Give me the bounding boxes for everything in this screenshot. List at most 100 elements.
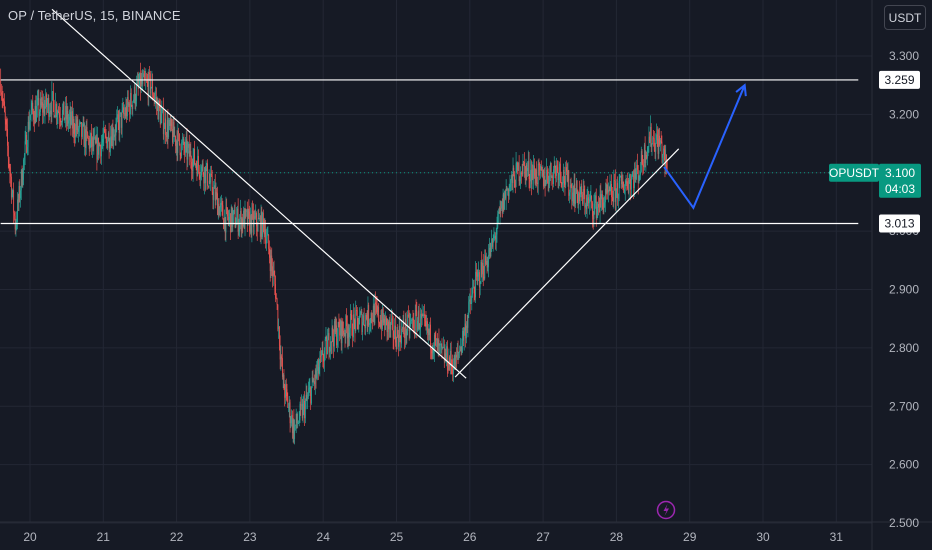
candle-body xyxy=(474,293,476,298)
candle-body xyxy=(633,175,635,189)
candle-body xyxy=(180,155,182,156)
candle-body xyxy=(555,167,557,176)
candle-body xyxy=(552,176,554,184)
candle-body xyxy=(211,173,212,176)
candle-body xyxy=(479,272,480,288)
candle-body xyxy=(269,248,270,258)
candle-body xyxy=(212,191,214,200)
candle-body xyxy=(66,110,68,120)
candle-body xyxy=(590,195,592,200)
candle-body xyxy=(637,164,638,170)
candle-body xyxy=(324,350,325,362)
price-axis[interactable]: 2.5002.6002.7002.8002.9003.0003.1003.200… xyxy=(889,49,919,530)
candle-body xyxy=(231,206,233,227)
candle-body xyxy=(19,186,21,199)
candle-body xyxy=(581,186,583,195)
candle-body xyxy=(599,194,601,213)
candle-body xyxy=(217,203,219,216)
candle-body xyxy=(365,315,367,329)
candle-body xyxy=(503,194,505,210)
y-tick-label: 2.900 xyxy=(889,283,919,297)
candle-body xyxy=(420,313,422,329)
candle-body xyxy=(344,332,346,337)
candle-body xyxy=(517,163,519,171)
candle-body xyxy=(20,170,22,191)
candle-body xyxy=(549,172,551,184)
trendline-up-line[interactable] xyxy=(454,148,680,378)
candle-body xyxy=(214,185,216,201)
candle-body xyxy=(394,325,396,339)
candle-body xyxy=(356,310,357,311)
candle-body xyxy=(39,98,41,112)
candle-body xyxy=(52,91,54,102)
candle-body xyxy=(337,322,339,339)
candle-body xyxy=(169,119,170,127)
candle-body xyxy=(639,174,641,176)
candle-body xyxy=(390,322,392,330)
candle-body xyxy=(563,169,565,182)
candle-body xyxy=(481,261,483,275)
candle-body xyxy=(380,320,382,328)
candle-body xyxy=(131,105,133,110)
y-tick-label: 2.700 xyxy=(889,399,919,413)
candle-body xyxy=(260,211,262,237)
candle-body xyxy=(646,154,648,159)
candle-body xyxy=(619,177,621,181)
candle-body xyxy=(480,261,482,284)
candle-body xyxy=(229,213,231,218)
candle-body xyxy=(34,106,36,124)
candle-body xyxy=(385,316,386,330)
candle-body xyxy=(536,169,538,183)
currency-button[interactable]: USDT xyxy=(884,5,926,30)
candle-body xyxy=(119,114,121,133)
candle-body xyxy=(437,338,438,352)
candle-body xyxy=(227,216,229,221)
candle-body xyxy=(441,343,443,348)
candle-body xyxy=(484,255,486,279)
candle-body xyxy=(358,324,360,329)
candle-body xyxy=(151,80,153,88)
candle-body xyxy=(234,209,236,228)
candle-body xyxy=(387,321,389,332)
candle-body xyxy=(313,381,315,383)
candle-body xyxy=(299,403,301,420)
candle-body xyxy=(185,141,186,153)
candle-body xyxy=(224,217,226,233)
candle-body xyxy=(31,102,33,111)
candle-body xyxy=(21,170,23,186)
candle-body xyxy=(43,103,44,113)
candle-body xyxy=(305,394,307,403)
candle-body xyxy=(501,201,503,213)
candle-body xyxy=(593,203,595,220)
candle-body xyxy=(468,301,470,315)
candle-body xyxy=(529,178,531,182)
projection-line[interactable] xyxy=(663,84,746,210)
candle-body xyxy=(411,319,413,321)
candle-body xyxy=(515,163,517,188)
candle-body xyxy=(271,255,273,267)
candle-body xyxy=(543,176,545,187)
candle-body xyxy=(75,124,77,130)
candle-body xyxy=(248,209,250,212)
candle-body xyxy=(197,156,199,176)
candle-body xyxy=(233,210,234,215)
candle-body xyxy=(356,310,358,319)
candle-body xyxy=(393,337,395,339)
candle-body xyxy=(540,165,541,171)
candle-body xyxy=(143,73,145,80)
time-axis[interactable]: 20 21 22 23 24 25 26 27 28 29 30 31 xyxy=(23,530,843,544)
candle-body xyxy=(52,91,54,93)
trendline-down-line[interactable] xyxy=(51,8,467,379)
candle-body xyxy=(182,141,183,143)
candle-body xyxy=(404,333,405,339)
candle-body xyxy=(58,111,60,113)
candle-body xyxy=(252,210,254,212)
candle-body xyxy=(330,341,331,352)
candle-body xyxy=(304,400,305,419)
lightning-icon[interactable] xyxy=(656,500,676,520)
candle-body xyxy=(91,133,92,148)
candle-body xyxy=(301,404,302,406)
candle-body xyxy=(452,365,454,375)
drawn-lines[interactable] xyxy=(0,8,859,379)
